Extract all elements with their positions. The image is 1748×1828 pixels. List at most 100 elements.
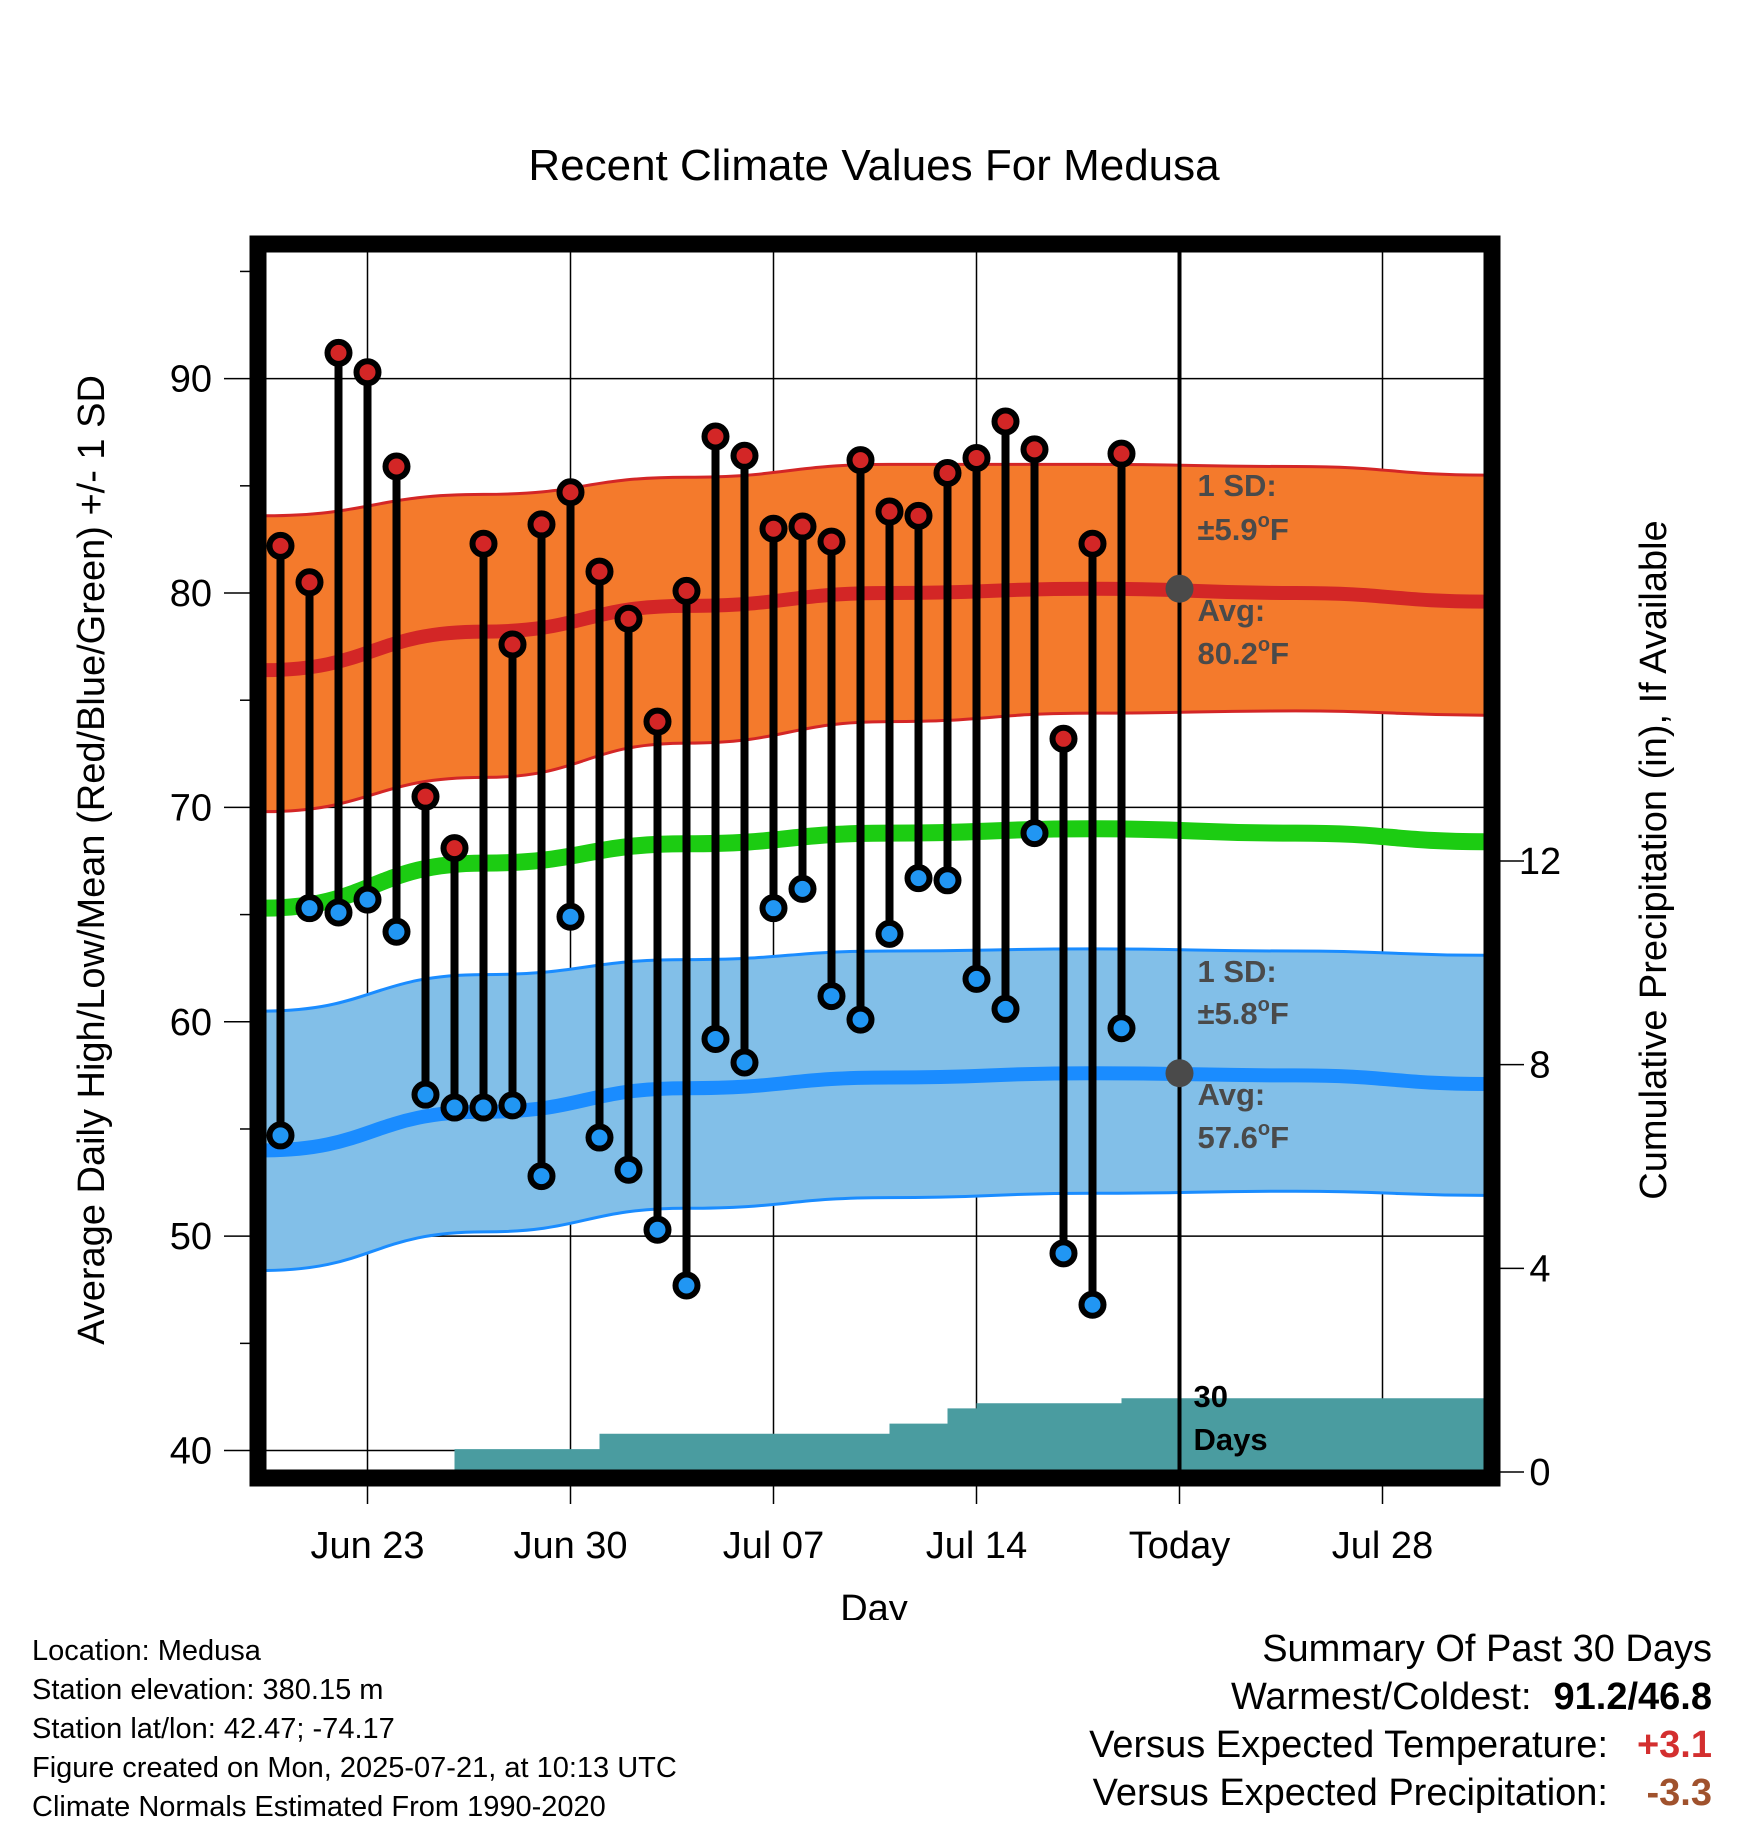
y-axis-ticks: 40 50 60 70 80 90 <box>170 270 250 1473</box>
today-low-normal-marker <box>1165 1059 1194 1088</box>
high-point <box>266 531 295 560</box>
cumulative-precip-area <box>425 1398 1484 1472</box>
temp-value: +3.1 <box>1636 1724 1712 1766</box>
high-point <box>1107 439 1136 468</box>
low-point <box>846 1005 875 1034</box>
high-point <box>556 478 585 507</box>
footer-created: Figure created on Mon, 2025-07-21, at 10… <box>32 1752 677 1784</box>
low-point <box>643 1215 672 1244</box>
y-tick-label: 50 <box>170 1216 212 1258</box>
low-point <box>759 894 788 923</box>
footer-elevation: Station elevation: 380.15 m <box>32 1674 384 1706</box>
high-point <box>1049 724 1078 753</box>
high-point <box>933 458 962 487</box>
summary-panel: Summary Of Past 30 Days Warmest/Coldest:… <box>1089 1625 1712 1817</box>
low-point <box>875 919 904 948</box>
high-point <box>614 604 643 633</box>
low-point <box>498 1091 527 1120</box>
high-sd-value: ±5.9oF <box>1198 510 1289 547</box>
summary-precipitation: Versus Expected Precipitation: -3.3 <box>1089 1769 1712 1817</box>
y2-axis-ticks: 0 4 8 12 <box>1500 841 1561 1494</box>
y2-tick-label: 4 <box>1529 1248 1550 1290</box>
today-high-normal-marker <box>1165 574 1194 603</box>
y2-tick-label: 12 <box>1519 841 1561 883</box>
y-tick-label: 60 <box>170 1002 212 1044</box>
station-info: Location: Medusa Station elevation: 380.… <box>32 1632 677 1827</box>
high-point <box>730 441 759 470</box>
low-point <box>295 894 324 923</box>
low-avg-label: Avg: <box>1198 1077 1266 1112</box>
low-point <box>817 982 846 1011</box>
y-tick-label: 90 <box>170 359 212 401</box>
low-sd-lower-edge <box>266 1189 1484 1272</box>
high-point <box>643 707 672 736</box>
footer-latlon: Station lat/lon: 42.47; -74.17 <box>32 1713 395 1745</box>
high-point <box>1078 529 1107 558</box>
normal-bands <box>266 462 1484 1272</box>
high-point <box>585 557 614 586</box>
high-point <box>904 501 933 530</box>
high-point <box>382 452 411 481</box>
warmest-coldest-label: Warmest/Coldest: <box>1230 1676 1532 1718</box>
x-tick-label: Jul 07 <box>723 1525 824 1567</box>
low-point <box>1107 1014 1136 1043</box>
high-point <box>759 514 788 543</box>
temp-label: Versus Expected Temperature: <box>1089 1724 1608 1766</box>
high-point <box>875 497 904 526</box>
footer-normals: Climate Normals Estimated From 1990-2020 <box>32 1791 606 1823</box>
low-point <box>1078 1290 1107 1319</box>
low-point <box>614 1155 643 1184</box>
y2-axis-label: Cumulative Precipitation (in), If Availa… <box>1633 520 1675 1199</box>
high-point <box>846 446 875 475</box>
high-sd-upper-edge <box>266 462 1484 518</box>
high-point <box>353 358 382 387</box>
low-point <box>701 1024 730 1053</box>
low-sd-upper-edge <box>266 947 1484 1013</box>
low-sd-value: ±5.8oF <box>1198 994 1289 1031</box>
x-tick-label: Jul 14 <box>926 1525 1027 1567</box>
y-tick-label: 40 <box>170 1431 212 1473</box>
precip-label: Versus Expected Precipitation: <box>1092 1772 1608 1814</box>
chart-title: Recent Climate Values For Medusa <box>528 141 1220 190</box>
high-point <box>672 576 701 605</box>
low-point <box>904 864 933 893</box>
high-sd-label: 1 SD: <box>1198 468 1277 503</box>
daily-points <box>266 338 1136 1319</box>
high-point <box>991 407 1020 436</box>
low-point <box>324 898 353 927</box>
x-axis-label: Day <box>840 1588 908 1620</box>
low-point <box>933 866 962 895</box>
high-point <box>324 338 353 367</box>
summary-temperature: Versus Expected Temperature: +3.1 <box>1089 1721 1712 1769</box>
high-avg-label: Avg: <box>1198 593 1266 628</box>
high-point <box>498 630 527 659</box>
precip-value: -3.3 <box>1646 1772 1712 1814</box>
high-point <box>527 510 556 539</box>
low-point <box>1020 819 1049 848</box>
low-point <box>788 874 817 903</box>
y2-tick-label: 8 <box>1529 1045 1550 1087</box>
summary-warmest-coldest: Warmest/Coldest: 91.2/46.8 <box>1089 1673 1712 1721</box>
x-tick-label: Today <box>1129 1525 1230 1567</box>
high-point <box>1020 435 1049 464</box>
high-point <box>469 529 498 558</box>
low-point <box>527 1162 556 1191</box>
low-point <box>382 917 411 946</box>
low-point <box>411 1080 440 1109</box>
low-sd-label: 1 SD: <box>1198 954 1277 989</box>
x-tick-label: Jun 30 <box>513 1525 627 1567</box>
x-tick-label: Jun 23 <box>310 1525 424 1567</box>
summary-title: Summary Of Past 30 Days <box>1262 1628 1712 1670</box>
high-point <box>440 834 469 863</box>
low-point <box>266 1121 295 1150</box>
low-point <box>585 1123 614 1152</box>
window-days-number: 30 <box>1194 1379 1228 1414</box>
low-avg-value: 57.6oF <box>1198 1118 1290 1155</box>
annotations: 1 SD: ±5.9oF Avg: 80.2oF 1 SD: ±5.8oF Avg: 57.6… <box>1165 250 1290 1472</box>
high-point <box>788 512 817 541</box>
daily-range-stems <box>276 352 1126 1305</box>
window-days-label: Days <box>1194 1422 1268 1457</box>
climate-chart: Recent Climate Values For Medusa 1 SD: ±5… <box>71 141 1675 1620</box>
low-point <box>1049 1239 1078 1268</box>
low-point <box>672 1271 701 1300</box>
